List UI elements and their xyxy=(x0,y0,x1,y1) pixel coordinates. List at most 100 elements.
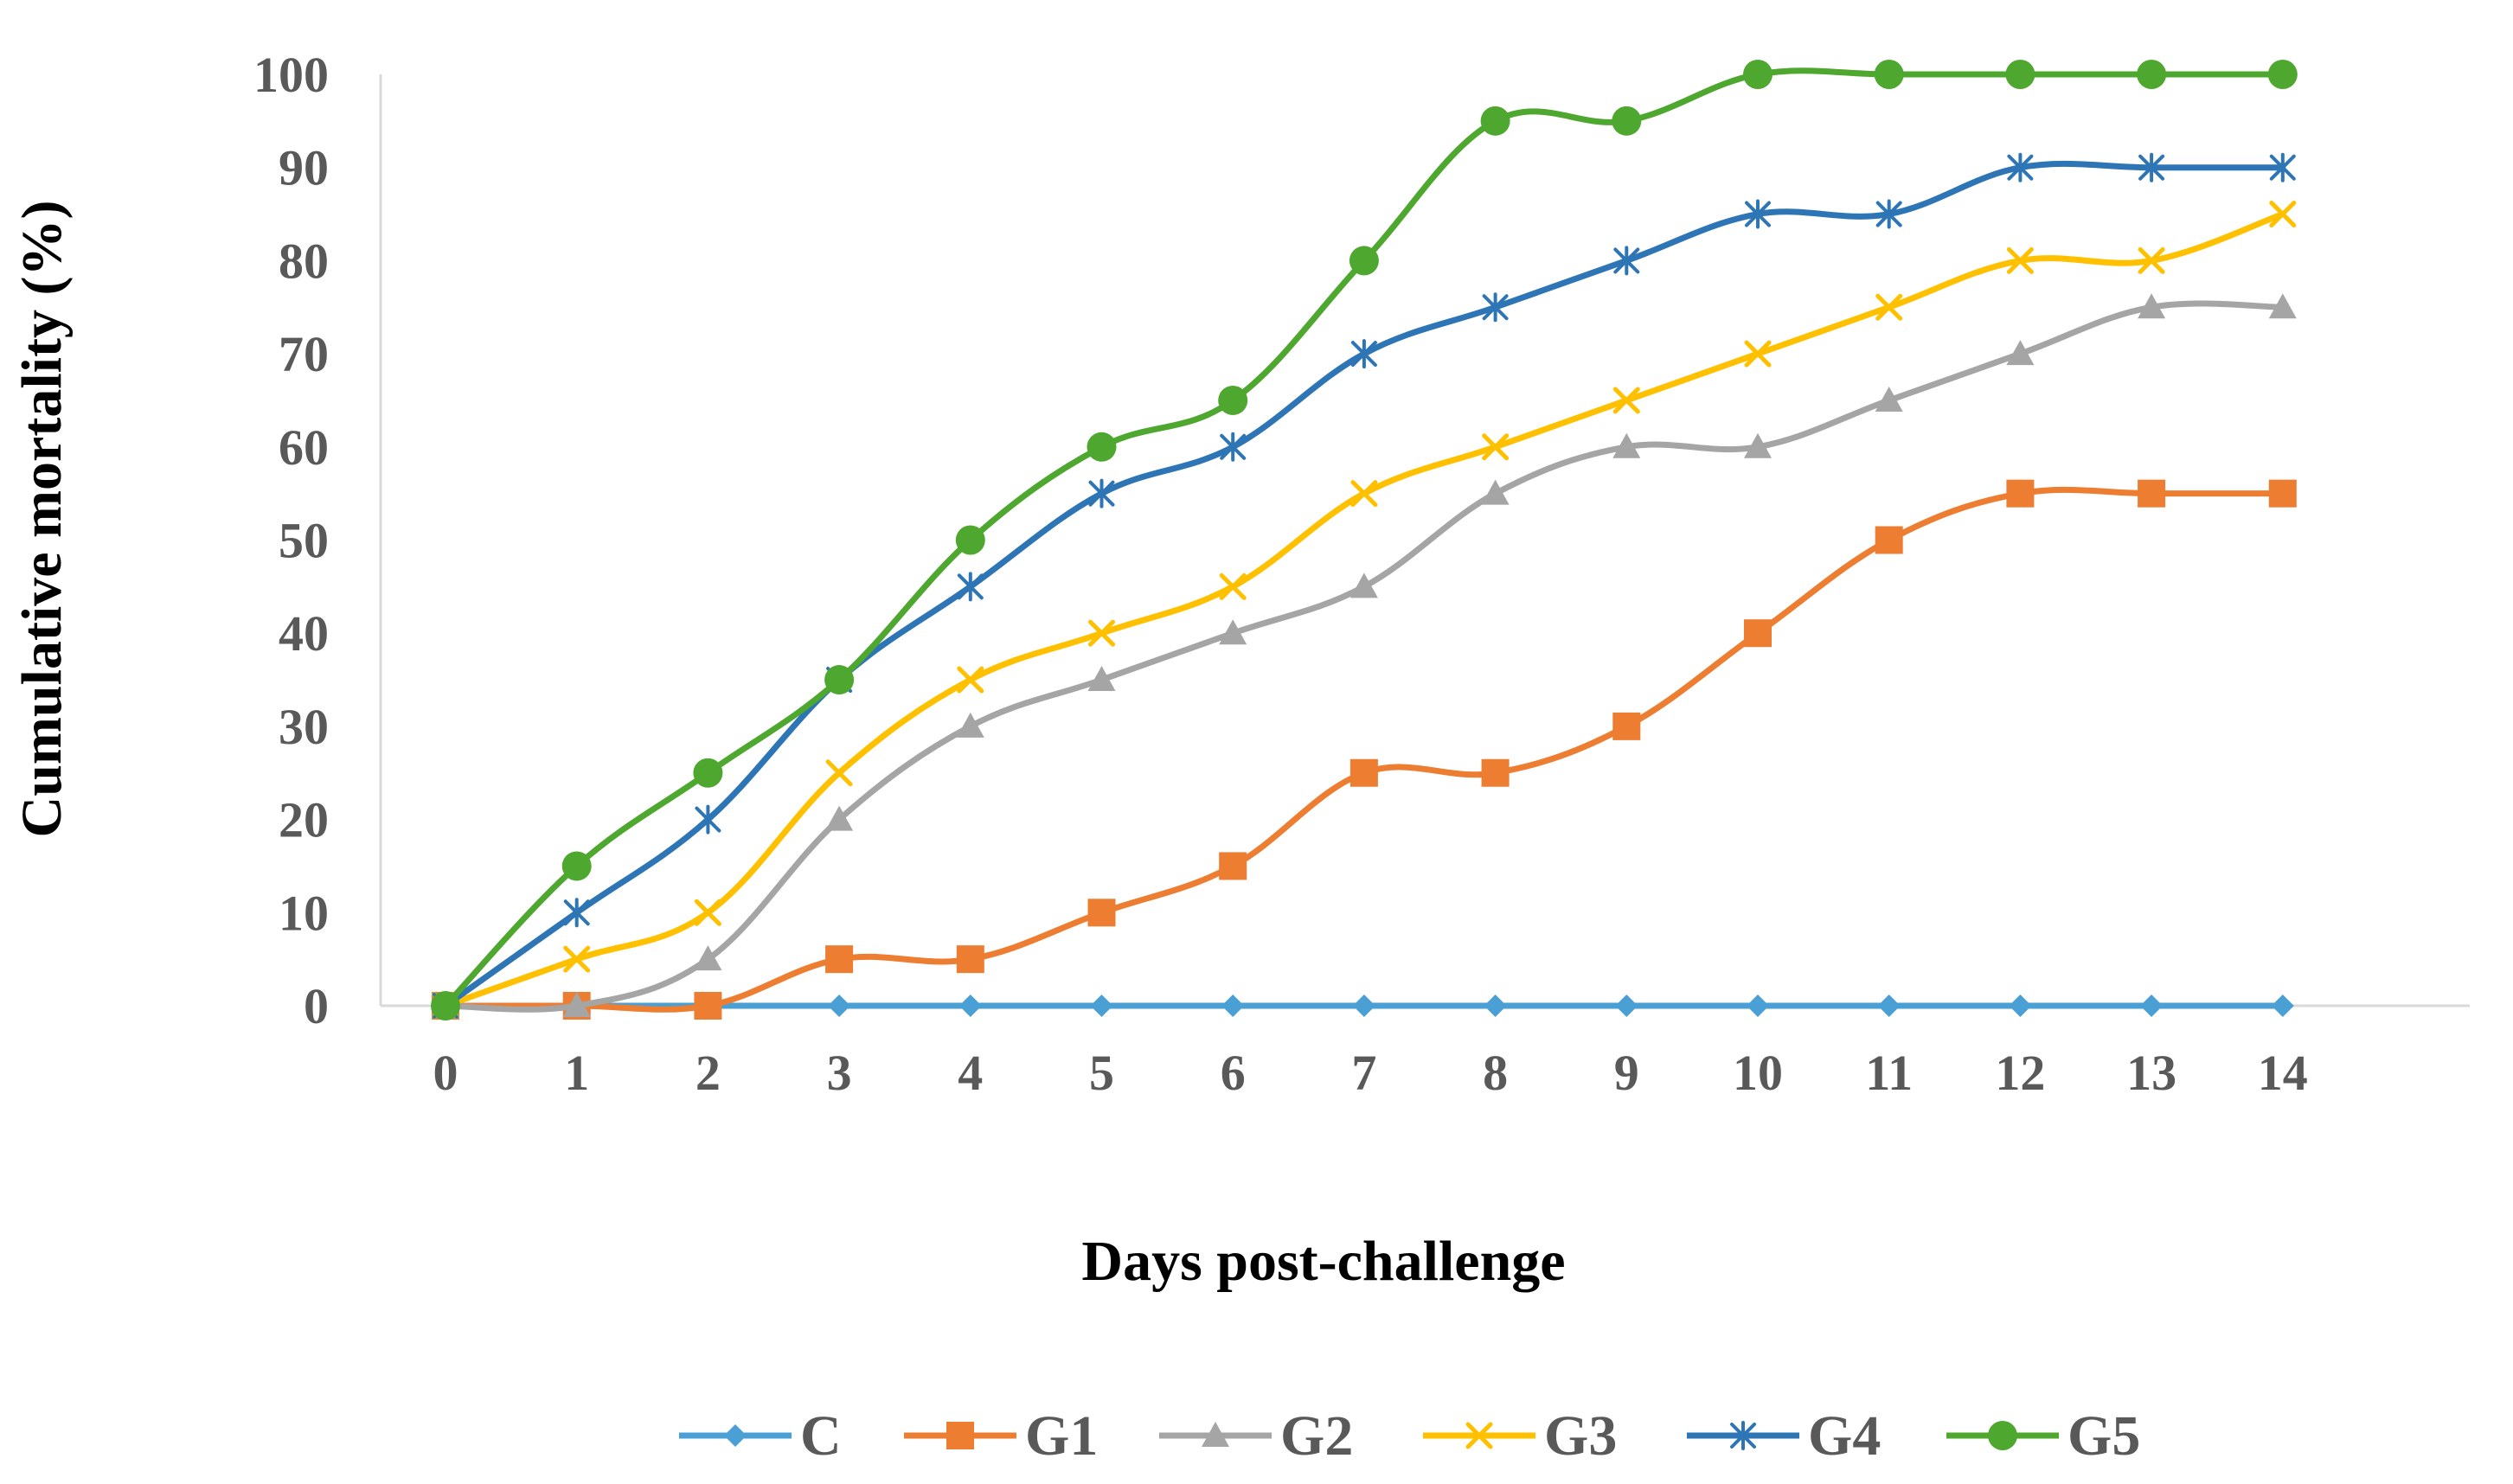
series-g3-line xyxy=(442,211,2286,1009)
series-g4-point xyxy=(1482,292,1509,323)
y-tick-label: 70 xyxy=(279,326,329,382)
series-g5-point xyxy=(1874,60,1904,89)
series-g3-point xyxy=(563,945,591,973)
series-g2-point xyxy=(2138,293,2166,319)
series-g1-point xyxy=(2006,479,2035,508)
series-g3-point xyxy=(1350,480,1378,508)
series-g3-point xyxy=(1612,387,1640,414)
y-tick-label: 100 xyxy=(253,47,329,103)
series-g3-point xyxy=(1744,340,1772,368)
legend-item-g5: G5 xyxy=(1946,1404,2140,1468)
x-tick-label: 8 xyxy=(1483,1045,1508,1101)
x-tick-label: 5 xyxy=(1089,1045,1114,1101)
series-g5-point xyxy=(693,758,723,788)
x-tick-label: 7 xyxy=(1351,1045,1376,1101)
x-tick-label: 10 xyxy=(1733,1045,1783,1101)
legend-marker-c xyxy=(724,1424,747,1447)
series-g4-point xyxy=(2007,152,2034,182)
legend-label-g1: G1 xyxy=(1025,1404,1098,1468)
series-g2-point xyxy=(956,712,984,738)
legend-label-g4: G4 xyxy=(1808,1404,1881,1468)
series-g5 xyxy=(431,60,2298,1020)
x-tick-label: 12 xyxy=(1995,1045,2045,1101)
legend-item-g2: G2 xyxy=(1159,1404,1353,1468)
series-g4-point xyxy=(2138,152,2165,182)
series-g5-point xyxy=(1349,246,1379,276)
series-g5-point xyxy=(1612,106,1642,136)
series-c-point xyxy=(1090,995,1113,1017)
series-g2-point xyxy=(1481,479,1510,505)
legend-marker-g1 xyxy=(946,1422,974,1449)
series-g4-line xyxy=(442,160,2286,1009)
series-g1-point xyxy=(1875,526,1903,554)
y-tick-label: 60 xyxy=(279,419,329,476)
y-tick-label: 80 xyxy=(279,233,329,289)
x-tick-label: 0 xyxy=(433,1045,458,1101)
series-g3-point xyxy=(2138,246,2165,274)
series-g3-point xyxy=(957,666,984,694)
series-g5-point xyxy=(2267,60,2298,89)
series-c-point xyxy=(958,995,982,1017)
x-tick-label: 13 xyxy=(2126,1045,2176,1101)
series-g1 xyxy=(432,479,2297,1020)
x-tick-label: 11 xyxy=(1865,1045,1913,1101)
series-g3-point xyxy=(1875,293,1903,321)
legend-label-g3: G3 xyxy=(1544,1404,1617,1468)
y-tick-label: 10 xyxy=(279,885,329,941)
series-g4-point xyxy=(1613,246,1640,276)
series-g2-point xyxy=(1612,432,1641,458)
series-g4-point xyxy=(563,898,590,928)
series-g5-point xyxy=(1743,60,1773,89)
series-g5-point xyxy=(431,991,460,1020)
series-g5-point xyxy=(1087,432,1117,462)
series-g2-point xyxy=(1087,666,1116,692)
series-g5-line xyxy=(442,67,2286,1009)
series-g4-point xyxy=(1350,339,1377,369)
series-g5-point xyxy=(2137,60,2167,89)
x-axis-title: Days post-challenge xyxy=(1081,1230,1565,1293)
legend: C G1 G2 G3 G4 G5 xyxy=(679,1404,2140,1468)
series-g5-point xyxy=(1218,385,1248,415)
y-tick-label: 20 xyxy=(279,792,329,848)
series-g2-point xyxy=(1349,572,1378,598)
series-c-point xyxy=(1615,995,1638,1017)
series-g4-point xyxy=(2269,152,2296,182)
series-c-point xyxy=(1352,995,1375,1017)
series-g2-point xyxy=(694,945,722,971)
legend-item-g3: G3 xyxy=(1423,1404,1617,1468)
series-g2-point xyxy=(2268,293,2297,319)
series-g3 xyxy=(432,201,2297,1020)
x-tick-label: 2 xyxy=(696,1045,721,1101)
series-g4-point xyxy=(1875,199,1902,229)
series-g1-point xyxy=(825,945,854,974)
series-c-point xyxy=(1747,995,1769,1017)
series-g5-point xyxy=(2005,60,2035,89)
y-tick-label: 30 xyxy=(279,699,329,755)
series-g3-point xyxy=(1482,433,1510,461)
x-tick-label: 4 xyxy=(958,1045,983,1101)
y-tick-label: 0 xyxy=(304,978,329,1034)
series-g1-point xyxy=(956,945,984,974)
series-g3-point xyxy=(2006,246,2034,274)
series-g1-point xyxy=(1349,758,1378,787)
x-tick-label: 1 xyxy=(564,1045,589,1101)
series-g1-point xyxy=(2268,479,2297,508)
y-tick-label: 90 xyxy=(279,140,329,196)
series-g4-point xyxy=(957,572,984,602)
legend-label-g5: G5 xyxy=(2067,1404,2140,1468)
legend-item-c: C xyxy=(679,1404,842,1468)
series-g5-point xyxy=(824,665,855,695)
plot-area xyxy=(431,60,2298,1020)
x-tick-label: 6 xyxy=(1221,1045,1246,1101)
series-g1-point xyxy=(694,992,722,1020)
series-g2-point xyxy=(825,805,854,831)
series-g1-point xyxy=(1087,899,1116,927)
series-g1-point xyxy=(2138,479,2166,508)
y-tick-label: 40 xyxy=(279,605,329,662)
y-tick-label: 50 xyxy=(279,513,329,569)
legend-marker-g5 xyxy=(1988,1421,2017,1450)
series-g2-point xyxy=(1219,619,1247,645)
series-c-point xyxy=(2140,995,2164,1017)
